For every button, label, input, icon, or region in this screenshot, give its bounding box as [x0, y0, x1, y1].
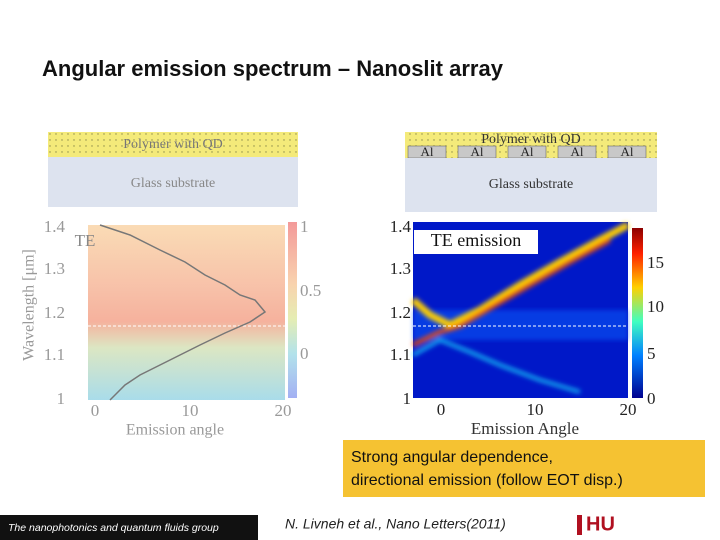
axis-label: Emission Angle — [471, 419, 579, 438]
layer-label: Polymer with QD — [123, 137, 223, 152]
y-tick-label: 1.4 — [390, 217, 412, 236]
colorbar-tick-label: 10 — [647, 297, 664, 316]
logo-mark — [577, 515, 582, 535]
panel-label: TE emission — [431, 230, 522, 250]
colorbar-tick-label: 0.5 — [300, 281, 321, 300]
right-figure: Al Al Al Al Al Polymer with QD Glass substra… — [390, 132, 664, 438]
y-tick-label: 1.1 — [390, 345, 411, 364]
group-name: The nanophotonics and quantum fluids gro… — [8, 522, 219, 534]
slide-title: Angular emission spectrum – Nanoslit arr… — [42, 56, 504, 81]
y-tick-label: 1.2 — [44, 303, 65, 322]
colorbar-tick-label: 15 — [647, 253, 664, 272]
heatmap — [88, 225, 285, 400]
glass-layer — [48, 157, 298, 207]
callout-text: Strong angular dependence, — [351, 449, 553, 466]
colorbar-tick-label: 0 — [647, 389, 656, 408]
left-figure: Polymer with QD Glass substrate TE Wavel… — [21, 132, 322, 439]
x-tick-label: 0 — [91, 401, 100, 420]
layer-label: Polymer with QD — [481, 132, 581, 147]
y-tick-label: 1 — [57, 389, 66, 408]
colorbar-tick-label: 0 — [300, 344, 309, 363]
metal-label: Al — [471, 144, 484, 159]
y-tick-label: 1 — [403, 389, 412, 408]
x-tick-label: 10 — [182, 401, 199, 420]
y-tick-label: 1.1 — [44, 345, 65, 364]
x-tick-label: 10 — [527, 400, 544, 419]
metal-layer: Al Al Al Al Al — [407, 144, 647, 159]
metal-label: Al — [571, 144, 584, 159]
metal-label: Al — [421, 144, 434, 159]
glass-layer — [405, 158, 657, 212]
callout-text: directional emission (follow EOT disp.) — [351, 472, 623, 489]
logo: HU — [586, 513, 615, 535]
y-tick-label: 1.4 — [44, 217, 66, 236]
citation: N. Livneh et al., Nano Letters(2011) — [285, 516, 506, 532]
layer-label: Glass substrate — [131, 176, 215, 191]
colorbar-tick-label: 1 — [300, 217, 309, 236]
layer-label: Glass substrate — [489, 177, 573, 192]
label-background — [414, 230, 538, 254]
colorbar-tick-label: 5 — [647, 344, 656, 363]
axis-label: Emission angle — [126, 422, 224, 439]
y-tick-label: 1.3 — [44, 259, 65, 278]
dispersion-curve — [99, 224, 267, 401]
metal-label: Al — [621, 144, 634, 159]
x-tick-label: 0 — [437, 400, 446, 419]
colorbar — [288, 222, 297, 398]
footer-band — [0, 515, 258, 540]
colorbar — [632, 228, 643, 398]
panel-label: TE — [75, 231, 96, 250]
axis-label: Wavelength [μm] — [21, 249, 38, 361]
metal-label: Al — [521, 144, 534, 159]
y-tick-label: 1.3 — [390, 259, 411, 278]
callout-box — [343, 440, 705, 497]
dispersion-curves — [410, 221, 630, 394]
x-tick-label: 20 — [275, 401, 292, 420]
x-tick-label: 20 — [620, 400, 637, 419]
y-tick-label: 1.2 — [390, 303, 411, 322]
polymer-layer — [48, 132, 298, 157]
